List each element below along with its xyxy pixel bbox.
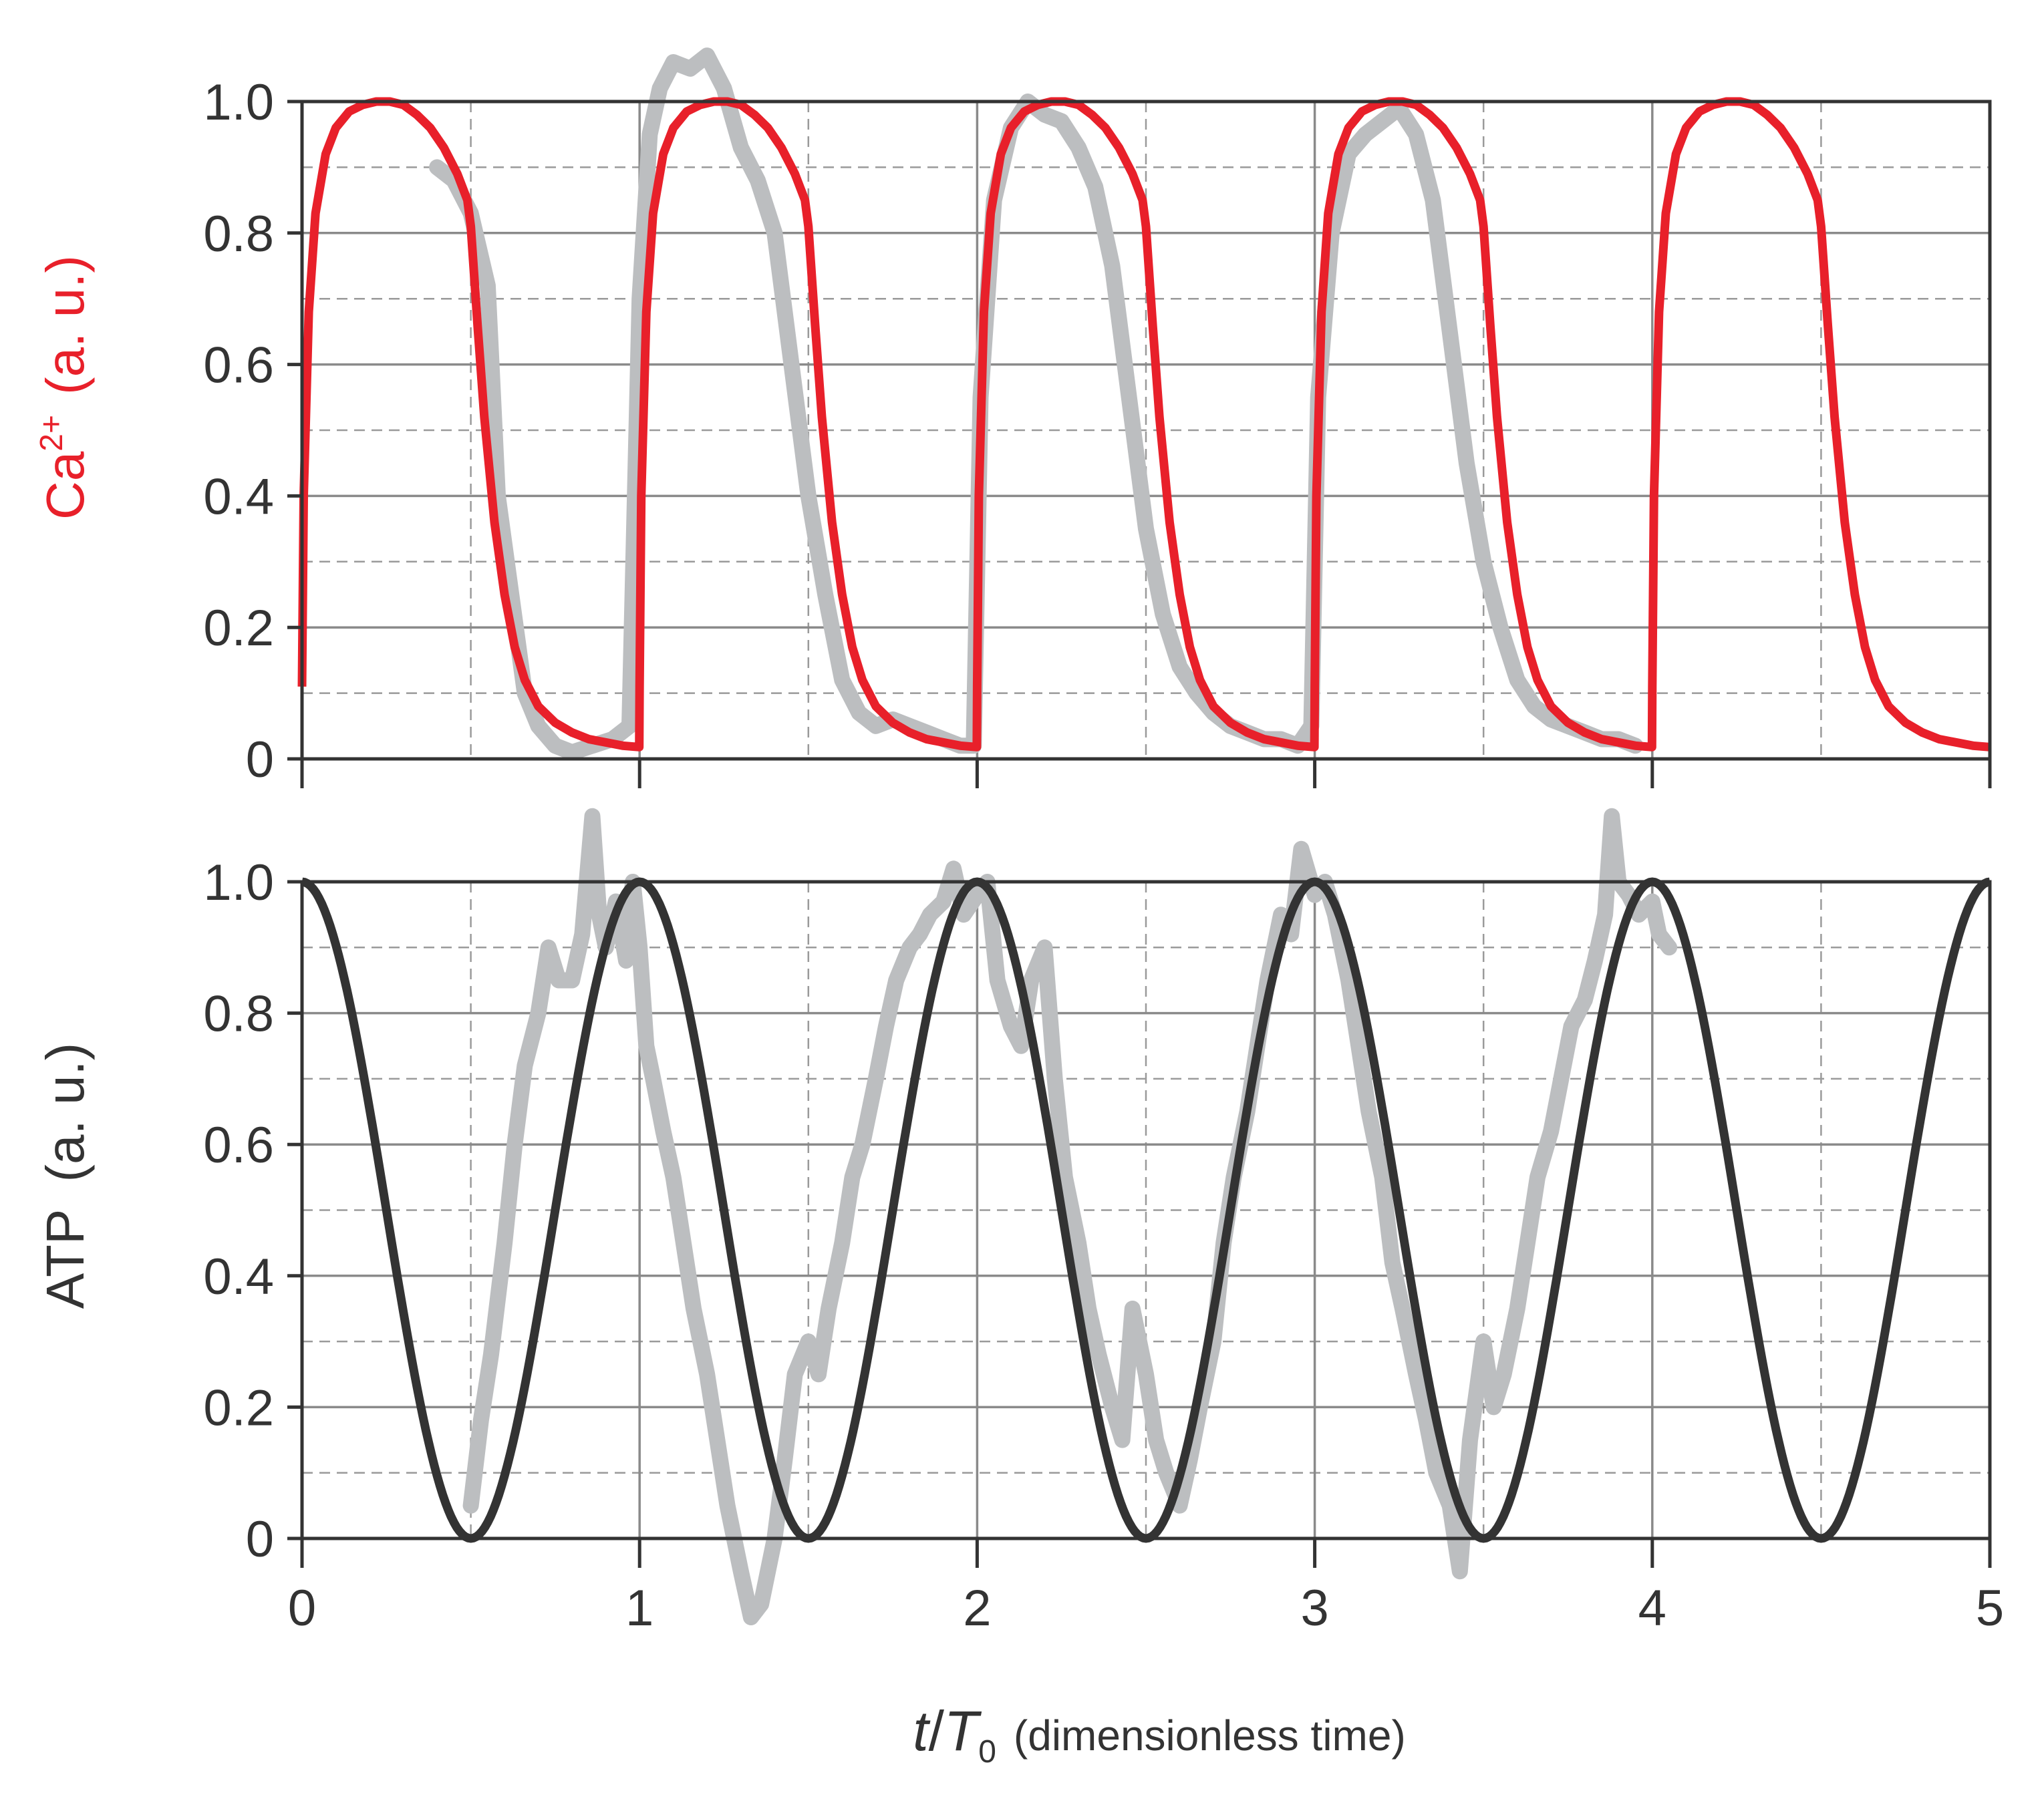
atp-panel-ticks: 0 0.2 0.4 0.6 0.8 1.0 0 1 2 3 4 5 xyxy=(203,854,2004,1637)
x-axis-label-slash: / xyxy=(929,1699,945,1762)
ca-model-line xyxy=(297,97,1991,752)
x-axis-label-var: t xyxy=(913,1699,931,1762)
ca-y-tick-label: 0.2 xyxy=(203,600,274,657)
ca-panel: 0 0.2 0.4 0.6 0.8 1.0 Ca2+ (a. u.) xyxy=(34,47,1992,788)
ca-y-tick-label: 0.8 xyxy=(203,206,274,263)
ca-y-axis-label-unit: (a. u.) xyxy=(35,255,95,395)
x-axis-label-T: T xyxy=(944,1699,982,1762)
atp-y-axis-label-unit: (a. u.) xyxy=(35,1043,95,1182)
atp-y-tick-label: 0.2 xyxy=(203,1379,274,1436)
ca-y-tick-label: 0.6 xyxy=(203,337,274,394)
ca-y-tick-label: 1.0 xyxy=(203,74,274,131)
x-axis-label-note: (dimensionless time) xyxy=(1014,1711,1406,1760)
atp-measured-line xyxy=(462,808,1678,1625)
atp-x-tick-label: 2 xyxy=(963,1580,991,1637)
atp-x-tick-label: 5 xyxy=(1976,1580,2004,1637)
ca-panel-frame xyxy=(300,100,1992,761)
atp-y-tick-label: 0.6 xyxy=(203,1117,274,1174)
ca-measured-line xyxy=(429,47,1644,761)
atp-y-tick-label: 0 xyxy=(246,1511,274,1568)
atp-y-tick-label: 0.8 xyxy=(203,986,274,1043)
ca-panel-series xyxy=(297,47,1991,761)
atp-x-tick-label: 1 xyxy=(625,1580,653,1637)
atp-y-tick-label: 1.0 xyxy=(203,854,274,911)
atp-y-axis-label-main: ATP xyxy=(35,1209,95,1309)
atp-x-tick-label: 3 xyxy=(1300,1580,1328,1637)
ca-y-axis-label-main: Ca xyxy=(35,451,95,520)
x-axis-label: t/T0 (dimensionless time) xyxy=(913,1699,1406,1770)
ca-y-axis-label-sup: 2+ xyxy=(34,415,69,452)
x-axis-label-sub: 0 xyxy=(978,1734,996,1770)
atp-y-tick-label: 0.4 xyxy=(203,1249,274,1305)
ca-panel-ticks: 0 0.2 0.4 0.6 0.8 1.0 xyxy=(203,74,1992,788)
atp-y-axis-label: ATP (a. u.) xyxy=(35,1043,95,1309)
ca-y-axis-label: Ca2+ (a. u.) xyxy=(34,255,95,520)
atp-panel-frame xyxy=(300,880,1992,1540)
ca-y-tick-label: 0.4 xyxy=(203,468,274,525)
atp-panel: 0 0.2 0.4 0.6 0.8 1.0 0 1 2 3 4 5 ATP (a. u.) xyxy=(35,808,2004,1637)
atp-x-tick-label: 0 xyxy=(288,1580,316,1637)
ca-y-tick-label: 0 xyxy=(246,731,274,788)
atp-x-tick-label: 4 xyxy=(1638,1580,1666,1637)
